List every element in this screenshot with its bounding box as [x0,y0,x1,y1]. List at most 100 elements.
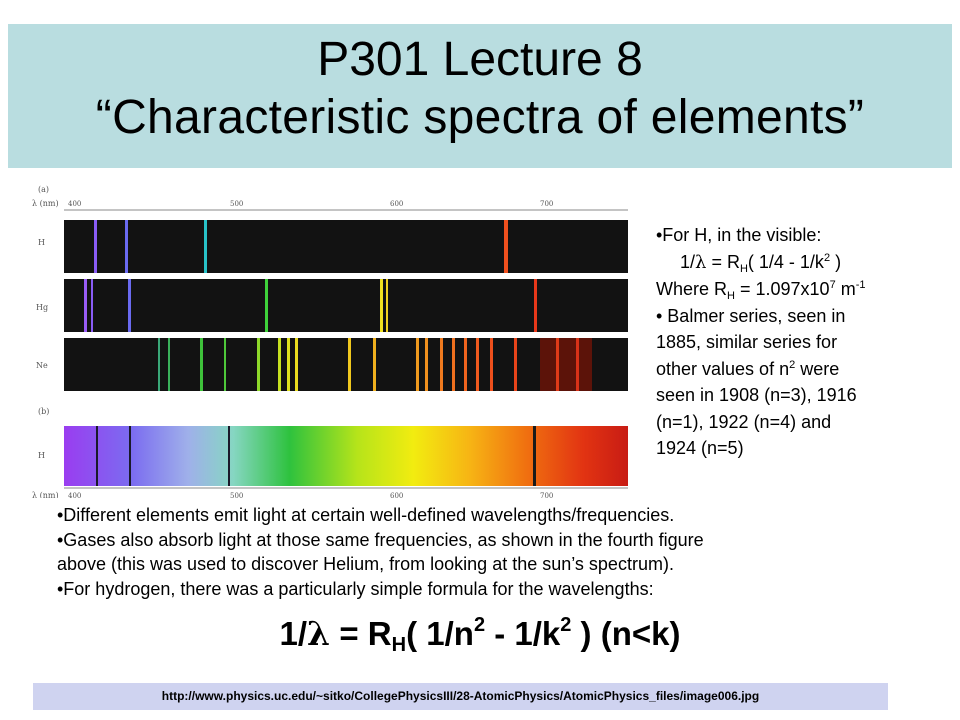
n-values-text: other values of n [656,358,790,379]
tick-label-600-top: 600 [390,200,403,208]
rydberg-formula: 1/λ = RH( 1/n2 - 1/k2 ) (n<k) [0,614,960,656]
h-abs-line-410 [96,426,98,486]
rydberg-value: = 1.097x10 [734,279,830,299]
note-terms: ( 1/4 - 1/k [747,251,824,272]
rydberg-label: Where R [656,279,728,299]
rydberg-unit: m [835,279,856,299]
bullet-hydrogen-formula: •For hydrogen, there was a particularly … [57,578,654,599]
ne-line-16 [476,338,479,391]
tick-label-500-top: 500 [230,200,243,208]
ne-red-glow [540,338,592,391]
ne-line-13 [440,338,443,391]
ne-line-8 [295,338,298,391]
note-line-1: •For H, in the visible: [656,225,822,245]
note-line-5: 1885, similar series for [656,332,838,352]
ne-line-4 [224,338,226,391]
ne-line-14 [452,338,455,391]
row-label-hg: Hg [36,303,48,312]
were-text: were [795,358,840,379]
bullet-absorption-1: •Gases also absorb light at those same f… [57,529,704,550]
note-close: ) [830,251,842,272]
h-abs-line-434 [129,426,131,486]
axis-unit-label-top: λ (nm) [32,199,59,208]
ne-line-1 [158,338,160,391]
hg-line-6 [386,279,388,332]
formula-lambda: λ [307,614,331,653]
rydberg-subscript-2: H [727,290,735,302]
slide-title: P301 Lecture 8 [317,33,643,86]
formula-subscript: H [391,634,407,656]
formula-condition: ) (n<k) [571,615,681,652]
tick-label-400-bottom: 400 [68,492,81,498]
ne-line-2 [168,338,170,391]
h-abs-line-656 [533,426,536,486]
tick-label-400-top: 400 [68,200,81,208]
ne-line-20 [576,338,579,391]
tick-label-600-bottom: 600 [390,492,403,498]
row-label-h: H [38,238,45,247]
bullet-emission: •Different elements emit light at certai… [57,505,675,525]
ne-line-6 [278,338,281,391]
n-squared-sup: 2 [789,358,796,371]
panel-b-label: (b) [38,407,49,416]
note-line-2: 1/λ = RH( 1/4 - 1/k2 ) [656,249,956,277]
note-eq: = R [706,251,740,272]
h-absorption-spectrum [64,426,628,486]
formula-term-k: - 1/k [485,615,561,652]
spectra-figure: (a) λ (nm) 400 500 600 700 H Hg Ne (b) H… [28,180,638,498]
hg-line-4 [265,279,268,332]
note-line-9: 1924 (n=5) [656,438,744,458]
hg-line-2 [91,279,93,332]
h-abs-line-486 [228,426,230,486]
source-url-bar: http://www.physics.uc.edu/~sitko/College… [33,683,888,710]
formula-eq: = R [330,615,392,652]
lambda-symbol: λ [695,251,707,273]
formula-term-n: ( 1/n [406,615,474,652]
row-label-ne: Ne [36,361,48,370]
h-emission-spectrum [64,220,628,273]
h-line-410 [94,220,97,273]
formula-k-sup: 2 [560,614,572,636]
hg-line-5 [380,279,383,332]
hg-emission-spectrum [64,279,628,332]
h-line-656 [504,220,508,273]
hg-line-3 [128,279,131,332]
bullet-absorption-2: above (this was used to discover Helium,… [57,554,674,574]
ne-line-9 [348,338,351,391]
ne-line-19 [556,338,559,391]
tick-label-700-bottom: 700 [540,492,553,498]
tick-label-500-bottom: 500 [230,492,243,498]
hg-line-7 [534,279,537,332]
slide-subtitle: “Characteristic spectra of elements” [95,91,865,144]
ne-line-7 [287,338,290,391]
ne-line-12 [425,338,428,391]
note-frac: 1/ [680,251,696,272]
bullet-list: •Different elements emit light at certai… [57,503,937,601]
ne-line-10 [373,338,376,391]
ne-line-17 [490,338,493,391]
ne-line-18 [514,338,517,391]
tick-label-700-top: 700 [540,200,553,208]
balmer-notes: •For H, in the visible: 1/λ = RH( 1/4 - … [656,222,956,462]
formula-n-sup: 2 [473,614,486,636]
rydberg-unit-exponent: -1 [855,279,866,291]
ne-line-3 [200,338,203,391]
title-box: P301 Lecture 8 “Characteristic spectra o… [8,24,952,168]
rydberg-exponent: 7 [829,279,836,291]
ne-line-15 [464,338,467,391]
note-line-7: seen in 1908 (n=3), 1916 [656,385,857,405]
ne-line-5 [257,338,260,391]
hg-line-1 [84,279,87,332]
axis-unit-label-bottom: λ (nm) [32,491,59,498]
rydberg-subscript: H [739,262,748,275]
k-squared-sup: 2 [823,251,831,264]
note-line-4: • Balmer series, seen in [656,305,846,326]
h-line-434 [125,220,128,273]
row-label-h-absorption: H [38,451,45,460]
note-line-3: Where RH = 1.097x107 m-1 [656,276,956,303]
source-url-link[interactable]: http://www.physics.uc.edu/~sitko/College… [161,689,760,703]
formula-frac: 1/ [279,615,308,652]
ne-line-11 [416,338,419,391]
h-line-486 [204,220,207,273]
panel-a-label: (a) [38,185,49,194]
